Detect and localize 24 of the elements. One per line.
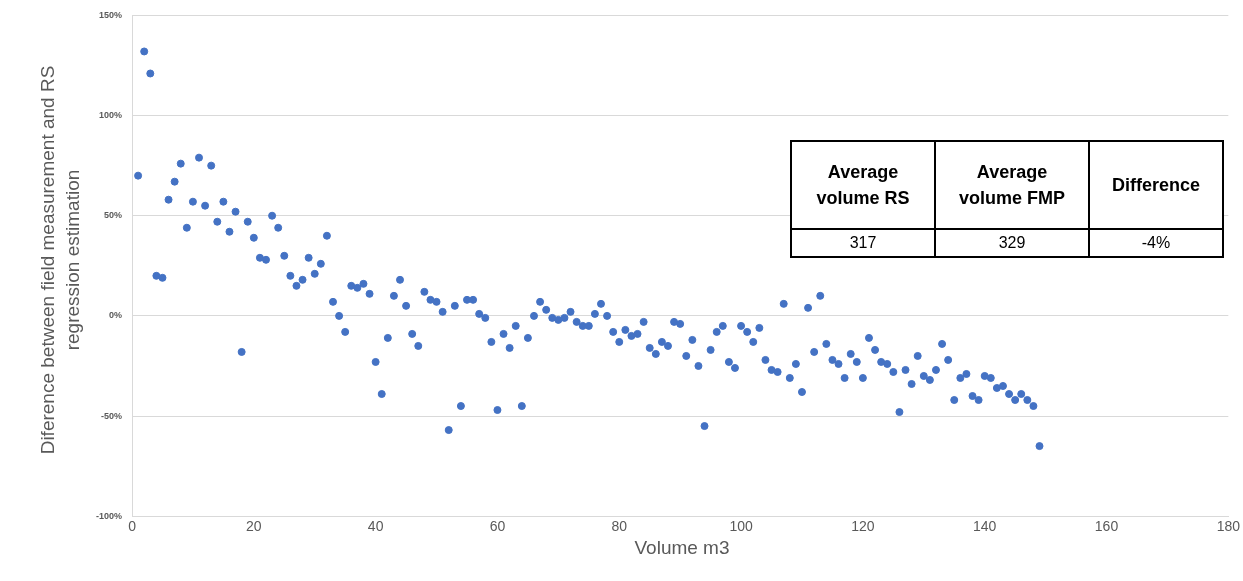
x-tick-label: 20: [246, 518, 262, 535]
annotation: Average volume RS: [791, 141, 935, 229]
annotation: 329: [935, 229, 1089, 257]
annotation: Average volume FMP: [935, 141, 1089, 229]
y-tick-label: 0%: [109, 310, 123, 321]
y-tick-label: 50%: [104, 210, 123, 221]
y-tick-label: 150%: [98, 9, 123, 20]
x-tick-label: 140: [973, 518, 997, 535]
y-tick-label: -100%: [96, 510, 123, 521]
x-tick-label: 80: [611, 518, 628, 535]
y-tick-label: 100%: [98, 110, 123, 121]
annotation: -4%: [1089, 229, 1223, 257]
x-tick-label: 60: [489, 518, 506, 535]
x-tick-label: 180: [1216, 518, 1241, 535]
annotation: 317: [791, 229, 935, 257]
x-axis-title: Volume m3: [633, 537, 731, 559]
x-tick-label: 0: [128, 518, 137, 535]
y-tick-label: -50%: [101, 410, 123, 421]
annotation: Difference: [1089, 141, 1223, 229]
y-axis-title: Diference between field measurement and RS regression estimation: [36, 64, 84, 457]
x-tick-label: 100: [729, 518, 753, 535]
x-tick-label: 120: [851, 518, 875, 535]
x-tick-label: 160: [1094, 518, 1119, 535]
x-tick-label: 40: [367, 518, 384, 535]
